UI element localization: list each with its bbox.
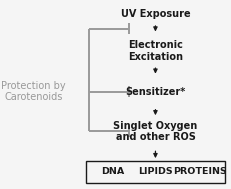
- Text: LIPIDS: LIPIDS: [137, 167, 172, 177]
- Text: DNA: DNA: [100, 167, 124, 177]
- Text: Electronic
Excitation: Electronic Excitation: [127, 40, 182, 62]
- Text: UV Exposure: UV Exposure: [120, 9, 189, 19]
- Text: Protection by
Carotenoids: Protection by Carotenoids: [1, 81, 66, 102]
- Bar: [85, 161, 224, 183]
- Text: PROTEINS: PROTEINS: [172, 167, 225, 177]
- Text: Singlet Oxygen
and other ROS: Singlet Oxygen and other ROS: [113, 121, 197, 142]
- Text: Sensitizer*: Sensitizer*: [125, 87, 185, 97]
